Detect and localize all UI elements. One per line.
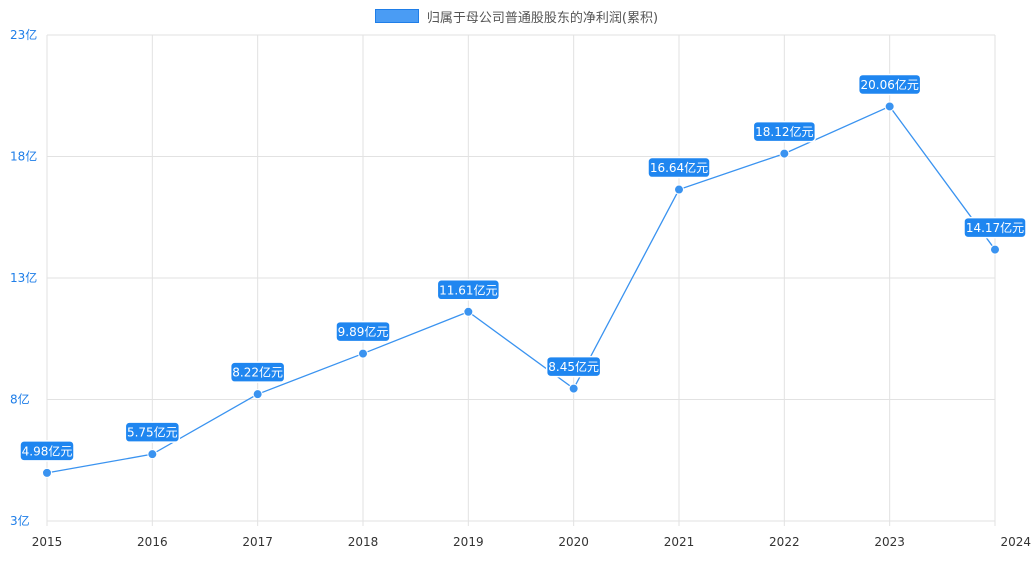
y-tick-label: 18亿 xyxy=(10,149,37,164)
series-line xyxy=(46,105,996,474)
data-label: 8.22亿元 xyxy=(232,365,283,380)
data-label-box xyxy=(752,120,817,143)
data-label-box xyxy=(436,279,501,301)
data-label-box xyxy=(647,156,711,179)
series xyxy=(42,101,1000,478)
data-label: 20.06亿元 xyxy=(860,77,918,92)
data-point xyxy=(884,101,895,112)
x-tick-label: 2020 xyxy=(558,535,589,549)
axes: 3亿 8亿 13亿 18亿 23亿 2015 2016 2017 2018 2019 2020 202… xyxy=(10,27,1031,549)
data-label-box xyxy=(857,73,922,96)
data-label: 9.89亿元 xyxy=(338,324,389,339)
x-tick-label: 2021 xyxy=(664,535,695,549)
data-point xyxy=(568,383,579,394)
data-label: 4.98亿元 xyxy=(22,443,73,458)
data-point xyxy=(42,467,52,478)
data-point xyxy=(990,244,1000,255)
data-labels: 4.98亿元 5.75亿元 8.22亿元 9.89亿元 11.61亿元 8.45亿元 16.… xyxy=(19,73,1027,462)
data-label: 16.64亿元 xyxy=(650,160,708,175)
data-label: 8.45亿元 xyxy=(548,359,599,374)
legend-label: 归属于母公司普通股股东的净利润(累积) xyxy=(426,10,659,26)
data-point xyxy=(358,348,368,359)
x-tick-label: 2017 xyxy=(242,535,273,549)
legend-swatch xyxy=(374,9,419,23)
data-point xyxy=(779,148,790,159)
data-label: 14.17亿元 xyxy=(966,220,1024,235)
x-tick-label: 2019 xyxy=(453,535,484,549)
data-label: 11.61亿元 xyxy=(439,282,497,297)
x-tick-label: 2018 xyxy=(348,535,379,549)
data-point xyxy=(252,389,263,400)
x-tick-label: 2015 xyxy=(32,535,63,549)
y-tick-label: 23亿 xyxy=(10,27,37,42)
y-tick-label: 3亿 xyxy=(10,513,30,528)
data-label: 5.75亿元 xyxy=(127,425,178,440)
grid xyxy=(46,34,996,526)
x-tick-label: 2016 xyxy=(137,535,168,549)
x-tick-label: 2022 xyxy=(769,535,800,549)
y-tick-label: 13亿 xyxy=(10,270,37,285)
data-label-box xyxy=(124,421,181,443)
data-point xyxy=(463,306,474,317)
data-label: 18.12亿元 xyxy=(755,124,813,139)
data-label-box xyxy=(229,361,286,383)
data-label-box xyxy=(963,216,1027,239)
data-label-box xyxy=(19,440,75,462)
data-label-box xyxy=(335,320,391,343)
data-point xyxy=(674,184,684,195)
legend[interactable]: 归属于母公司普通股股东的净利润(累积) xyxy=(0,6,1033,26)
x-tick-label: 2024 xyxy=(1000,535,1031,549)
x-tick-label: 2023 xyxy=(874,535,905,549)
y-tick-label: 8亿 xyxy=(10,392,30,407)
data-label-box xyxy=(545,355,602,378)
data-point xyxy=(147,449,158,460)
